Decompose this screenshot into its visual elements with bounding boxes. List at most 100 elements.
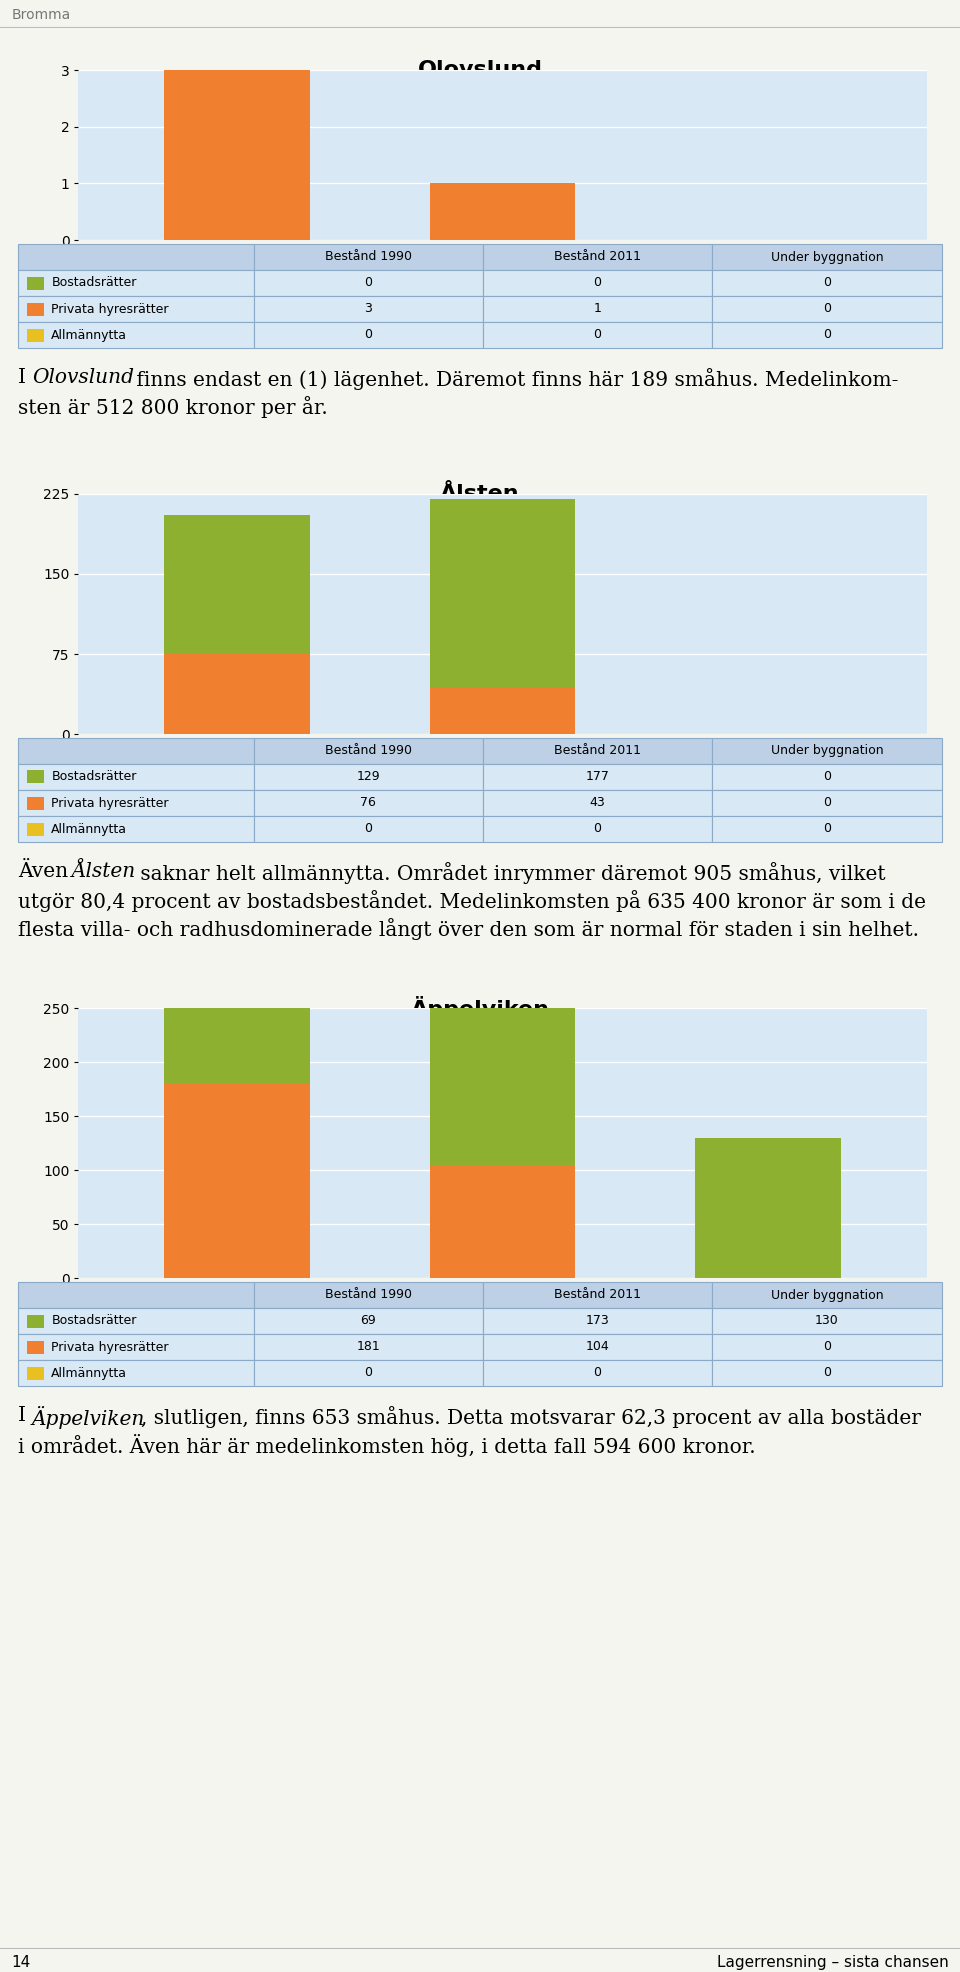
Bar [18, 1282, 253, 1307]
Text: Allmännytta: Allmännytta [51, 1367, 128, 1380]
Bar [429, 1165, 575, 1278]
Text: 0: 0 [823, 302, 831, 316]
Bar [712, 1361, 942, 1386]
Text: Privata hyresrätter: Privata hyresrätter [51, 302, 169, 316]
Bar [164, 653, 310, 734]
Text: I: I [18, 1406, 33, 1426]
Bar [712, 763, 942, 791]
Bar [253, 270, 483, 296]
Bar [429, 978, 575, 1165]
Text: 69: 69 [360, 1315, 376, 1327]
Text: 0: 0 [823, 822, 831, 836]
Text: Även: Även [18, 862, 75, 881]
Bar [18, 296, 253, 321]
Text: Bestånd 2011: Bestånd 2011 [554, 250, 641, 264]
Bar [483, 1361, 712, 1386]
Bar [27, 329, 44, 341]
Text: Bostadsrätter: Bostadsrätter [51, 1315, 136, 1327]
Bar [429, 499, 575, 688]
Text: flesta villa- och radhusdominerade långt över den som är normal för staden i sin: flesta villa- och radhusdominerade långt… [18, 919, 919, 941]
Text: i området. Även här är medelinkomsten hög, i detta fall 594 600 kronor.: i området. Även här är medelinkomsten hö… [18, 1434, 756, 1457]
Bar [712, 270, 942, 296]
Text: 43: 43 [589, 797, 605, 809]
Text: Privata hyresrätter: Privata hyresrätter [51, 1341, 169, 1353]
Text: 0: 0 [823, 1341, 831, 1353]
Bar [483, 270, 712, 296]
Text: 0: 0 [364, 329, 372, 341]
Text: I: I [18, 369, 33, 387]
Text: 0: 0 [593, 276, 601, 290]
Text: 0: 0 [364, 822, 372, 836]
Bar [27, 302, 44, 316]
Bar [712, 816, 942, 842]
Text: 0: 0 [593, 329, 601, 341]
Text: finns endast en (1) lägenhet. Däremot finns här 189 småhus. Medelinkom-: finns endast en (1) lägenhet. Däremot fi… [130, 369, 899, 390]
Bar [253, 763, 483, 791]
Text: Ålsten: Ålsten [72, 862, 136, 881]
Bar [18, 816, 253, 842]
Text: 0: 0 [823, 329, 831, 341]
Bar [18, 1361, 253, 1386]
Bar [27, 1341, 44, 1353]
Bar [253, 1361, 483, 1386]
Bar [483, 763, 712, 791]
Text: 14: 14 [12, 1956, 31, 1970]
Text: 0: 0 [823, 771, 831, 783]
Text: sten är 512 800 kronor per år.: sten är 512 800 kronor per år. [18, 396, 327, 418]
Bar [712, 296, 942, 321]
Bar [695, 1138, 841, 1278]
Bar [253, 1307, 483, 1333]
Bar [483, 321, 712, 347]
Bar [164, 69, 310, 241]
Bar [27, 1315, 44, 1327]
Text: 0: 0 [823, 1367, 831, 1380]
Text: , slutligen, finns 653 småhus. Detta motsvarar 62,3 procent av alla bostäder: , slutligen, finns 653 småhus. Detta mot… [141, 1406, 921, 1428]
Bar [712, 245, 942, 270]
Bar [253, 791, 483, 816]
Bar [164, 515, 310, 653]
Bar [18, 1307, 253, 1333]
Text: Olovslund: Olovslund [418, 59, 542, 81]
Bar [253, 738, 483, 763]
Bar [712, 1307, 942, 1333]
Bar [712, 1333, 942, 1361]
Text: Bestånd 1990: Bestånd 1990 [324, 250, 412, 264]
Text: 181: 181 [356, 1341, 380, 1353]
Text: Olovslund: Olovslund [32, 369, 133, 387]
Text: Allmännytta: Allmännytta [51, 329, 128, 341]
Bar [27, 1367, 44, 1380]
Bar [483, 738, 712, 763]
Bar [483, 816, 712, 842]
Bar [429, 183, 575, 241]
Text: 0: 0 [823, 797, 831, 809]
Bar [253, 1333, 483, 1361]
Bar [712, 791, 942, 816]
Bar [27, 822, 44, 836]
Text: utgör 80,4 procent av bostadsbeståndet. Medelinkomsten på 635 400 kronor är som : utgör 80,4 procent av bostadsbeståndet. … [18, 889, 926, 911]
Bar [18, 738, 253, 763]
Text: Bostadsrätter: Bostadsrätter [51, 276, 136, 290]
Text: Privata hyresrätter: Privata hyresrätter [51, 797, 169, 809]
Text: Under byggnation: Under byggnation [771, 1288, 883, 1302]
Text: 173: 173 [586, 1315, 610, 1327]
Text: Äppelviken: Äppelviken [32, 1406, 145, 1430]
Text: Bestånd 2011: Bestånd 2011 [554, 745, 641, 757]
Text: Allmännytta: Allmännytta [51, 822, 128, 836]
Text: 129: 129 [356, 771, 380, 783]
Text: Bestånd 1990: Bestånd 1990 [324, 1288, 412, 1302]
Text: saknar helt allmännytta. Området inrymmer däremot 905 småhus, vilket: saknar helt allmännytta. Området inrymme… [134, 862, 886, 883]
Text: 76: 76 [360, 797, 376, 809]
Bar [27, 276, 44, 290]
Bar [18, 245, 253, 270]
Text: 0: 0 [593, 822, 601, 836]
Bar [483, 1307, 712, 1333]
Bar [712, 1282, 942, 1307]
Bar [18, 270, 253, 296]
Text: Ålsten: Ålsten [441, 483, 519, 505]
Text: 0: 0 [593, 1367, 601, 1380]
Bar [483, 1282, 712, 1307]
Bar [483, 1333, 712, 1361]
Bar [164, 1008, 310, 1083]
Bar [253, 245, 483, 270]
Text: Bostadsrätter: Bostadsrätter [51, 771, 136, 783]
